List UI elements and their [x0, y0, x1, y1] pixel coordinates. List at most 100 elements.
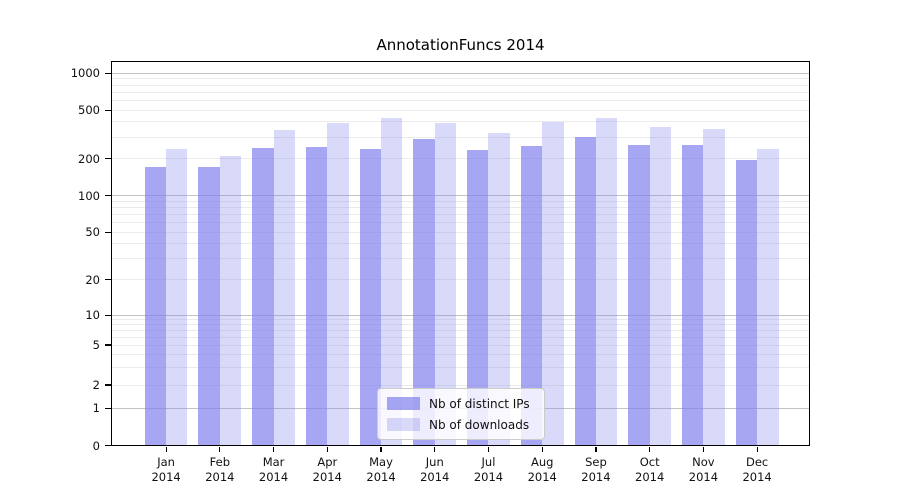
y-tick-mark: [105, 279, 111, 281]
gridline-minor: [112, 279, 810, 281]
y-tick-mark: [105, 314, 111, 316]
y-tick-label: 2: [92, 378, 100, 392]
gridline-minor: [112, 214, 810, 216]
bar-distinct-ips-sep: [574, 136, 596, 446]
x-tick-mark: [219, 446, 221, 452]
x-tick-mark: [541, 446, 543, 452]
y-tick-label: 200: [78, 151, 100, 166]
gridline-major: [112, 195, 810, 197]
gridline-minor: [112, 136, 810, 138]
y-tick-mark: [105, 195, 111, 197]
gridline-minor: [112, 109, 810, 111]
bar-distinct-ips-apr: [305, 147, 328, 446]
y-tick-label: 1: [92, 401, 100, 416]
y-tick-label: 5: [92, 338, 100, 352]
gridline-minor: [112, 366, 810, 368]
y-tick-label: 100: [78, 188, 100, 203]
x-tick-label-dec: Dec 2014: [742, 454, 772, 484]
x-tick-label-apr: Apr 2014: [312, 454, 342, 484]
y-tick-label: 10: [85, 308, 100, 323]
gridline-major: [112, 314, 810, 316]
y-tick-label: 20: [85, 272, 100, 287]
y-tick-mark: [105, 384, 111, 386]
bar-downloads-nov: [703, 129, 725, 446]
x-tick-mark: [649, 446, 651, 452]
bar-distinct-ips-may: [359, 148, 381, 446]
bar-distinct-ips-feb: [198, 166, 220, 446]
x-tick-mark: [165, 446, 167, 452]
y-tick-mark: [105, 72, 111, 74]
y-tick-mark: [105, 109, 111, 111]
y-tick-label: 1000: [70, 66, 100, 81]
gridline-minor: [112, 222, 810, 224]
x-tick-mark: [272, 446, 275, 452]
legend-swatch-downloads: [387, 418, 420, 431]
gridline-minor: [112, 200, 810, 202]
bar-downloads-jul: [488, 133, 510, 446]
bar-downloads-jan: [166, 149, 188, 446]
gridline-minor: [112, 158, 810, 160]
x-tick-mark: [756, 446, 758, 452]
y-tick-label: 0: [92, 438, 100, 453]
gridline-minor: [112, 78, 810, 80]
bar-distinct-ips-jul: [467, 149, 489, 446]
bar-downloads-jun: [434, 123, 457, 446]
y-tick-mark: [105, 344, 111, 346]
gridline-minor: [112, 207, 810, 208]
x-tick-label-aug: Aug 2014: [527, 454, 557, 484]
bar-downloads-apr: [327, 123, 349, 446]
y-tick-label: 500: [78, 103, 100, 118]
gridline-minor: [112, 258, 810, 260]
gridline-minor: [112, 336, 810, 338]
x-tick-label-jan: Jan 2014: [151, 454, 181, 484]
bar-downloads-may: [381, 117, 403, 446]
bar-distinct-ips-dec: [735, 159, 758, 446]
x-tick-label-may: May 2014: [366, 454, 396, 484]
gridline-minor: [112, 91, 810, 93]
x-tick-mark: [595, 446, 597, 452]
bar-downloads-dec: [757, 148, 779, 446]
bar-downloads-feb: [219, 155, 242, 446]
gridline-minor: [112, 243, 810, 245]
x-tick-mark: [326, 446, 328, 452]
gridline-minor: [112, 384, 810, 386]
x-tick-label-jun: Jun 2014: [420, 454, 450, 484]
bar-distinct-ips-mar: [252, 148, 274, 446]
bar-distinct-ips-jun: [413, 138, 435, 446]
gridline-minor: [112, 324, 810, 326]
y-tick-mark: [105, 407, 111, 409]
gridline-minor: [112, 84, 810, 86]
x-tick-label-mar: Mar 2014: [258, 454, 289, 484]
x-tick-mark: [487, 446, 490, 452]
x-tick-label-nov: Nov 2014: [688, 454, 719, 484]
x-tick-mark: [702, 446, 704, 452]
y-tick-mark: [105, 158, 111, 160]
chart-title: AnnotationFuncs 2014: [376, 36, 545, 54]
bar-downloads-aug: [542, 122, 564, 446]
legend-label-distinct-ips: Nb of distinct IPs: [429, 396, 530, 411]
bar-distinct-ips-jan: [144, 166, 167, 446]
legend-row-distinct-ips: Nb of distinct IPs: [387, 397, 544, 411]
gridline-minor: [112, 121, 810, 123]
legend-swatch-distinct-ips: [387, 397, 420, 410]
gridline-minor: [112, 319, 810, 321]
gridline-minor: [112, 330, 810, 332]
bar-downloads-mar: [273, 129, 295, 446]
y-tick-mark: [105, 231, 111, 233]
gridline-minor: [112, 344, 810, 346]
legend-label-downloads: Nb of downloads: [429, 417, 530, 432]
x-tick-label-sep: Sep 2014: [581, 454, 611, 484]
bar-downloads-oct: [649, 127, 672, 446]
bar-distinct-ips-nov: [682, 145, 704, 446]
legend: Nb of distinct IPs Nb of downloads: [377, 388, 545, 440]
legend-row-downloads: Nb of downloads: [387, 418, 544, 432]
x-tick-label-feb: Feb 2014: [205, 454, 235, 484]
gridline-minor: [112, 99, 810, 101]
x-tick-mark: [434, 446, 436, 452]
x-tick-mark: [380, 446, 382, 452]
bar-distinct-ips-aug: [520, 145, 543, 446]
gridline-major: [112, 72, 810, 74]
gridline-minor: [112, 354, 810, 356]
x-tick-label-jul: Jul 2014: [473, 454, 504, 484]
